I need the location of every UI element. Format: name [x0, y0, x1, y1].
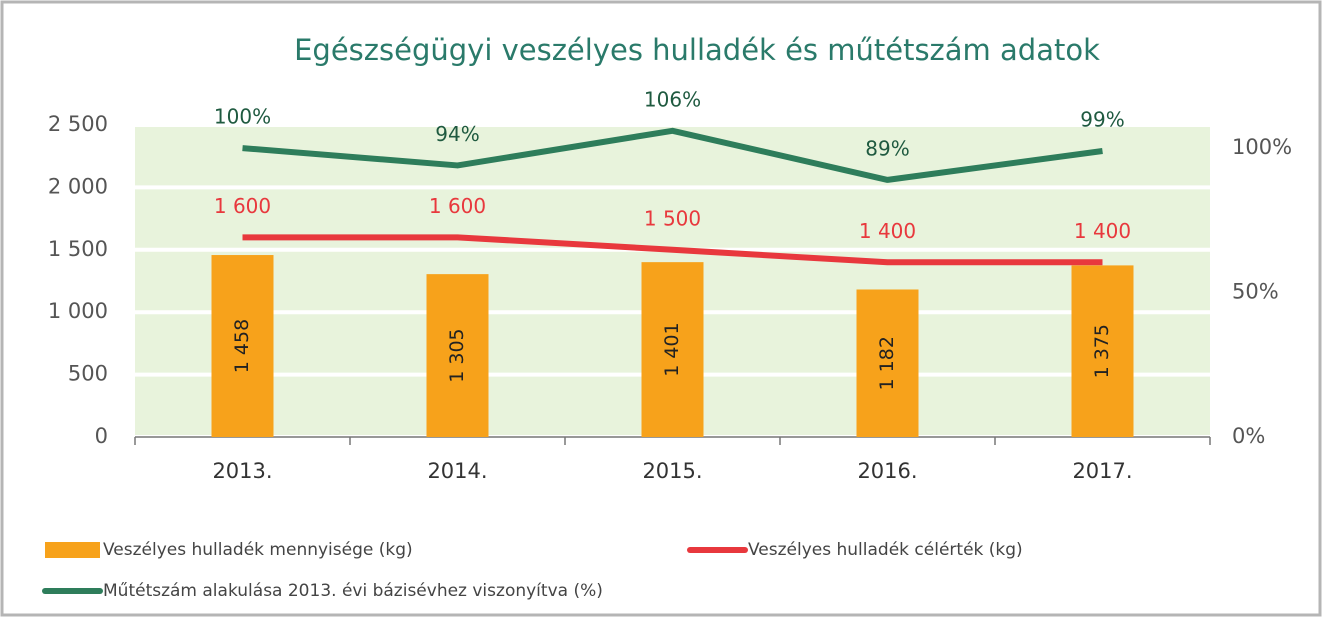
line-value-label: 1 600 [429, 194, 486, 218]
bar [1071, 265, 1134, 437]
bar-value-label: 1 401 [661, 322, 683, 376]
y-tick-label: 2 500 [48, 112, 108, 136]
x-tick-label: 2016. [857, 459, 917, 483]
x-tick-label: 2013. [212, 459, 272, 483]
y-tick-label: 1 000 [48, 299, 108, 323]
line [242, 127, 1103, 183]
y-tick-label: 0 [95, 424, 108, 448]
bar [641, 262, 704, 437]
bar [856, 289, 919, 437]
line-value-label: 100% [214, 105, 271, 129]
y2-tick-label: 100% [1232, 135, 1292, 159]
line-value-label: 106% [644, 87, 701, 111]
line-value-label: 1 400 [859, 219, 916, 243]
y-tick-label: 500 [68, 362, 108, 386]
legend-label: Műtétszám alakulása 2013. évi bázisévhez… [103, 581, 603, 601]
line [242, 234, 1103, 266]
line-value-label: 94% [435, 122, 479, 146]
bar-value-label: 1 305 [446, 328, 468, 382]
x-tick-label: 2017. [1072, 459, 1132, 483]
legend-swatch [45, 542, 100, 558]
y-tick-label: 1 500 [48, 237, 108, 261]
bar-value-label: 1 458 [231, 319, 253, 373]
y2-tick-label: 0% [1232, 424, 1265, 448]
legend-label: Veszélyes hulladék célérték (kg) [748, 540, 1023, 560]
x-tick-label: 2015. [642, 459, 702, 483]
y2-tick-label: 50% [1232, 280, 1279, 304]
bar-value-label: 1 375 [1091, 324, 1113, 378]
line-value-label: 1 500 [644, 206, 701, 230]
x-tick-label: 2014. [427, 459, 487, 483]
chart-title: Egészségügyi veszélyes hulladék és műtét… [294, 33, 1100, 67]
line-value-label: 1 400 [1074, 219, 1131, 243]
bar [426, 274, 489, 437]
line-value-label: 1 600 [214, 194, 271, 218]
line-value-label: 99% [1080, 108, 1124, 132]
line-value-label: 89% [865, 136, 909, 160]
y-tick-label: 2 000 [48, 174, 108, 198]
legend-label: Veszélyes hulladék mennyisége (kg) [103, 540, 413, 560]
bar [211, 255, 274, 437]
bar-value-label: 1 182 [876, 336, 898, 390]
